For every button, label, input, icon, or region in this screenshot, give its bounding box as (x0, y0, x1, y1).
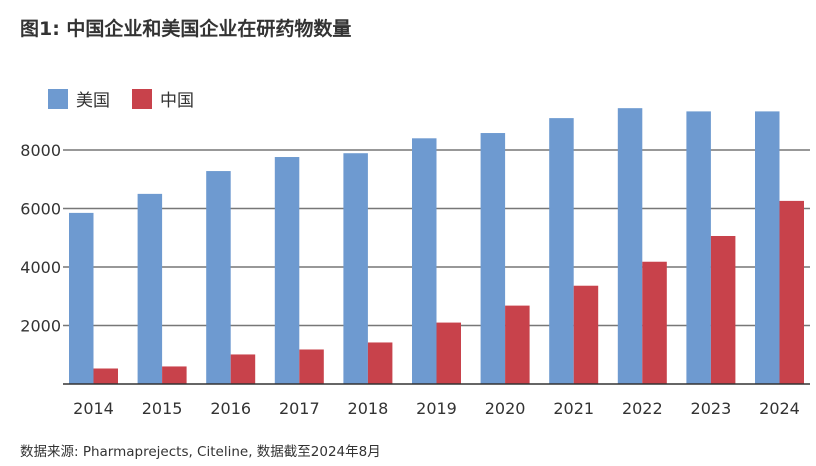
bar-china (93, 368, 118, 384)
bar-us (343, 153, 368, 384)
y-tick-label: 8000 (20, 141, 61, 160)
bar-us (137, 193, 163, 384)
legend-item-us: 美国 (48, 86, 110, 111)
bar-us (549, 118, 574, 385)
bar-china (436, 322, 461, 384)
legend: 美国 中国 (48, 86, 194, 111)
bar-china (710, 235, 736, 384)
bar-us (412, 138, 437, 384)
x-tick-label: 2017 (279, 399, 320, 418)
chart-title: 图1: 中国企业和美国企业在研药物数量 (20, 18, 352, 40)
x-tick-label: 2022 (622, 399, 663, 418)
legend-label: 中国 (160, 91, 194, 111)
bar-china (779, 200, 804, 384)
y-tick-label: 6000 (20, 200, 61, 219)
bar-us (274, 157, 300, 384)
bar-us (69, 212, 94, 384)
bar-china (367, 342, 393, 384)
bar-us (206, 171, 231, 384)
legend-swatch (132, 88, 152, 109)
bar-us (617, 108, 643, 385)
bar-us (686, 111, 711, 384)
x-tick-label: 2024 (759, 399, 800, 418)
legend-label: 美国 (76, 91, 110, 111)
legend-item-china: 中国 (132, 86, 194, 111)
x-tick-label: 2018 (348, 399, 389, 418)
bar-us (480, 133, 506, 384)
x-tick-label: 2020 (485, 399, 526, 418)
bar-us (755, 111, 780, 384)
bar-china (299, 349, 324, 384)
legend-swatch (48, 88, 68, 109)
x-tick-label: 2015 (142, 399, 183, 418)
x-tick-label: 2016 (210, 399, 251, 418)
y-tick-label: 4000 (20, 258, 61, 277)
bar-china (505, 305, 530, 384)
source-note: 数据来源: Pharmaprejects, Citeline, 数据截至2024… (20, 444, 381, 460)
bar-china (573, 285, 599, 384)
y-tick-label: 2000 (20, 317, 61, 336)
x-tick-label: 2019 (416, 399, 457, 418)
bar-china (230, 354, 256, 384)
bar-china (162, 366, 187, 384)
bar-china (642, 261, 667, 384)
x-tick-label: 2021 (553, 399, 594, 418)
x-tick-label: 2023 (691, 399, 732, 418)
x-tick-label: 2014 (73, 399, 114, 418)
